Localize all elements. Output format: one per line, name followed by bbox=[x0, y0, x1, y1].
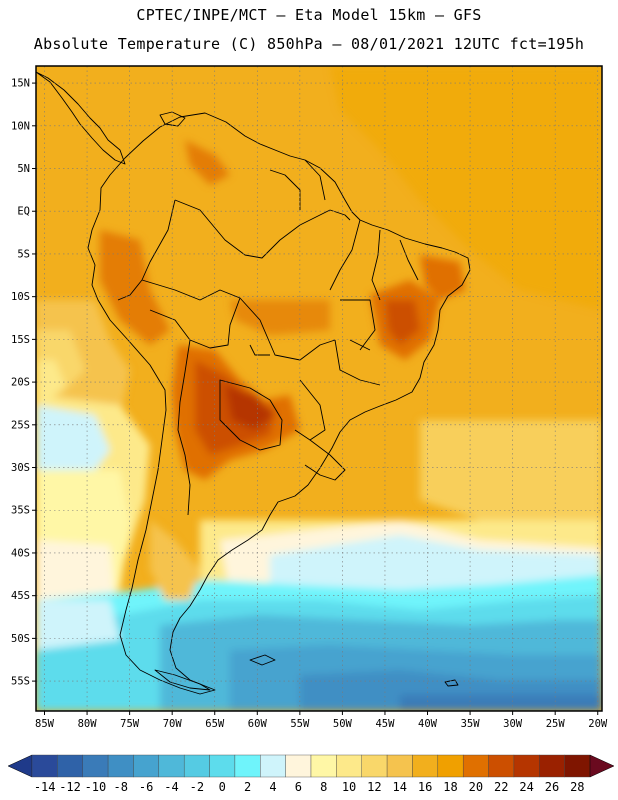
lat-tick-label: 10N bbox=[11, 120, 30, 132]
lon-tick-label: 45W bbox=[375, 718, 395, 730]
colorbar-swatch bbox=[234, 754, 261, 778]
colorbar-label: -12 bbox=[59, 780, 81, 794]
colorbar-label: 16 bbox=[418, 780, 432, 794]
lat-tick-label: 15S bbox=[11, 334, 30, 346]
lat-tick-label: 30S bbox=[11, 462, 30, 474]
map-title-line-1: CPTEC/INPE/MCT — Eta Model 15km — GFS bbox=[136, 6, 482, 24]
lat-tick-label: 50S bbox=[11, 633, 30, 645]
lon-tick-label: 40W bbox=[418, 718, 438, 730]
colorbar-label: 8 bbox=[320, 780, 327, 794]
colorbar-swatch bbox=[437, 754, 464, 778]
colorbar-label: -14 bbox=[34, 780, 56, 794]
colorbar-label: 26 bbox=[545, 780, 559, 794]
colorbar-swatch bbox=[488, 754, 515, 778]
colorbar-swatch bbox=[539, 754, 565, 778]
colorbar: -14 -12 -10 -8 -6 -4 -2 0 2 4 6 8 10 12 14 16 18 20 22 24 26… bbox=[7, 754, 615, 794]
colorbar-swatch bbox=[310, 754, 337, 778]
colorbar-label: 24 bbox=[519, 780, 533, 794]
lat-tick-label: EQ bbox=[17, 206, 30, 218]
lat-tick-label: 35S bbox=[11, 505, 30, 517]
colorbar-swatch bbox=[260, 754, 286, 778]
colorbar-swatch bbox=[31, 754, 58, 778]
lat-tick-label: 5S bbox=[17, 248, 30, 260]
temperature-field bbox=[36, 66, 602, 711]
lat-tick-label: 20S bbox=[11, 377, 30, 389]
lat-tick-label: 5N bbox=[17, 163, 30, 175]
lon-tick-label: 20W bbox=[588, 718, 608, 730]
colorbar-label: 20 bbox=[469, 780, 483, 794]
colorbar-swatch bbox=[462, 754, 489, 778]
colorbar-label: 12 bbox=[367, 780, 381, 794]
lat-tick-label: 10S bbox=[11, 291, 30, 303]
lon-tick-label: 85W bbox=[35, 718, 55, 730]
lon-tick-label: 70W bbox=[163, 718, 183, 730]
colorbar-swatch bbox=[183, 754, 210, 778]
colorbar-swatch bbox=[107, 754, 134, 778]
lat-tick-label: 15N bbox=[11, 78, 30, 90]
lon-tick-label: 60W bbox=[248, 718, 268, 730]
lon-tick-label: 35W bbox=[461, 718, 481, 730]
colorbar-swatch bbox=[361, 754, 388, 778]
lon-tick-label: 30W bbox=[503, 718, 523, 730]
map-title-line-2: Absolute Temperature (C) 850hPa — 08/01/… bbox=[33, 35, 585, 53]
lon-tick-label: 65W bbox=[205, 718, 225, 730]
colorbar-label: 28 bbox=[570, 780, 584, 794]
colorbar-swatch bbox=[513, 754, 540, 778]
lon-tick-label: 80W bbox=[78, 718, 98, 730]
colorbar-label: 0 bbox=[219, 780, 226, 794]
lon-tick-label: 50W bbox=[333, 718, 353, 730]
colorbar-label: 6 bbox=[295, 780, 302, 794]
lat-tick-label: 40S bbox=[11, 547, 30, 559]
colorbar-swatch bbox=[386, 754, 413, 778]
central-america-coastline bbox=[35, 71, 126, 165]
colorbar-label: -10 bbox=[85, 780, 107, 794]
coastlines-and-borders bbox=[35, 71, 471, 695]
lon-tick-label: 55W bbox=[290, 718, 310, 730]
latitude-axis: 15N 10N 5N EQ 5S 10S 15S 20S 25S 30S 35S 40S 45S 50S 5… bbox=[11, 78, 36, 688]
lat-tick-label: 25S bbox=[11, 419, 30, 431]
colorbar-swatch bbox=[158, 754, 185, 778]
colorbar-swatch bbox=[285, 754, 312, 778]
colorbar-swatch bbox=[133, 754, 160, 778]
colorbar-label: -2 bbox=[190, 780, 204, 794]
colorbar-swatch bbox=[82, 754, 109, 778]
colorbar-swatch bbox=[564, 754, 591, 778]
colorbar-high-extension bbox=[589, 754, 615, 778]
colorbar-swatch bbox=[57, 754, 83, 778]
colorbar-label: 14 bbox=[393, 780, 407, 794]
colorbar-swatch bbox=[209, 754, 236, 778]
colorbar-label: 22 bbox=[494, 780, 508, 794]
colorbar-label: 18 bbox=[443, 780, 457, 794]
colorbar-label: 10 bbox=[342, 780, 356, 794]
longitude-axis: 85W 80W 75W 70W 65W 60W 55W 50W 45W 40W 35W 30W 25W 2… bbox=[35, 711, 608, 730]
colorbar-label: -4 bbox=[164, 780, 178, 794]
colorbar-swatch bbox=[412, 754, 439, 778]
colorbar-label: 4 bbox=[269, 780, 276, 794]
lon-tick-label: 75W bbox=[120, 718, 140, 730]
lat-tick-label: 45S bbox=[11, 590, 30, 602]
map-frame bbox=[35, 65, 603, 712]
lon-tick-label: 25W bbox=[546, 718, 566, 730]
colorbar-label: -6 bbox=[139, 780, 153, 794]
south-america-coastline bbox=[87, 112, 471, 695]
lat-tick-label: 55S bbox=[11, 676, 30, 688]
colorbar-label: 2 bbox=[244, 780, 251, 794]
colorbar-label: -8 bbox=[114, 780, 128, 794]
colorbar-swatch bbox=[336, 754, 362, 778]
colorbar-low-extension bbox=[7, 754, 33, 778]
